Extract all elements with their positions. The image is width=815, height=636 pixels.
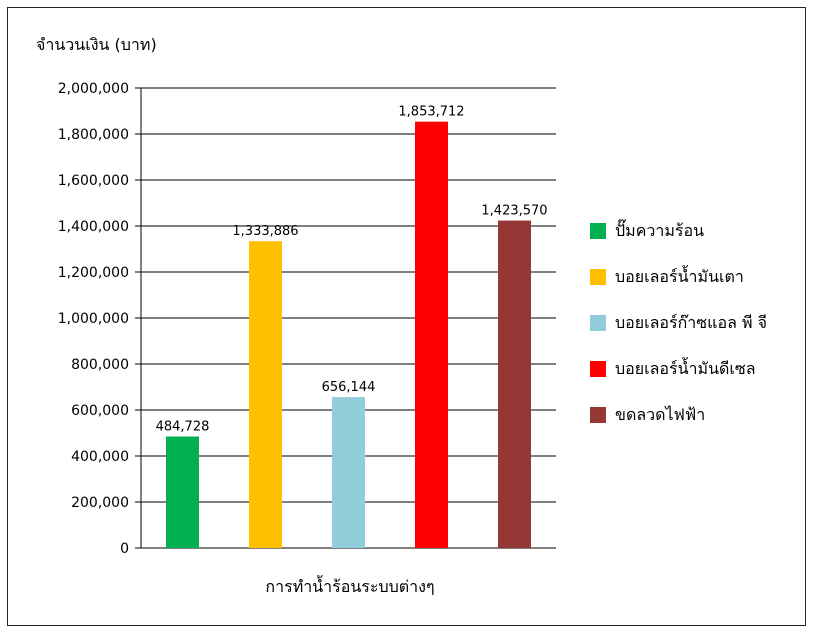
legend-item: บอยเลอร์น้ำมันดีเซล xyxy=(590,346,767,392)
y-tick-label: 0 xyxy=(120,541,129,557)
value-labels: 484,728 1,333,886 656,144 1,853,712 1,423,57… xyxy=(156,105,548,435)
data-label: 1,423,570 xyxy=(481,204,547,219)
bar xyxy=(249,241,282,548)
y-tick-label: 600,000 xyxy=(71,403,129,419)
data-label: 656,144 xyxy=(322,380,376,395)
y-tick-label: 1,800,000 xyxy=(58,127,129,143)
bar xyxy=(166,436,199,548)
y-tick-label: 2,000,000 xyxy=(58,81,129,97)
legend-label: ปั๊มความร้อน xyxy=(615,220,705,240)
legend-swatch xyxy=(590,223,606,239)
chart-frame xyxy=(7,7,806,626)
legend-item: ปั๊มความร้อน xyxy=(590,208,767,254)
bar xyxy=(498,220,531,548)
legend-label: บอยเลอร์น้ำมันดีเซล xyxy=(615,358,756,378)
y-tick-label: 800,000 xyxy=(71,357,129,373)
bars xyxy=(166,121,531,548)
y-tick-label: 200,000 xyxy=(71,495,129,511)
y-tick-label: 1,400,000 xyxy=(58,219,129,235)
y-tick-label: 1,000,000 xyxy=(58,311,129,327)
legend-item: บอยเลอร์ก๊าซแอล พี จี xyxy=(590,300,767,346)
y-tick-labels: 0 200,000 400,000 600,000 800,000 1,000,000 1,… xyxy=(58,81,129,557)
legend-swatch xyxy=(590,315,606,331)
y-axis-title: จำนวนเงิน (บาท) xyxy=(36,35,157,54)
legend-label: บอยเลอร์น้ำมันเตา xyxy=(615,266,744,286)
legend-swatch xyxy=(590,361,606,377)
y-tick-label: 1,200,000 xyxy=(58,265,129,281)
gridlines xyxy=(135,87,556,549)
legend-swatch xyxy=(590,407,606,423)
legend-label: ขดลวดไฟฟ้า xyxy=(615,404,706,424)
data-label: 1,853,712 xyxy=(398,105,464,120)
bar xyxy=(415,121,448,548)
y-tick-label: 1,600,000 xyxy=(58,173,129,189)
y-tick-label: 400,000 xyxy=(71,449,129,465)
legend-label: บอยเลอร์ก๊าซแอล พี จี xyxy=(615,312,767,332)
legend-swatch xyxy=(590,269,606,285)
legend-item: ขดลวดไฟฟ้า xyxy=(590,392,767,438)
data-label: 484,728 xyxy=(156,420,210,435)
legend: ปั๊มความร้อนบอยเลอร์น้ำมันเตาบอยเลอร์ก๊า… xyxy=(590,208,767,438)
legend-item: บอยเลอร์น้ำมันเตา xyxy=(590,254,767,300)
data-label: 1,333,886 xyxy=(232,224,298,239)
bar xyxy=(332,397,365,548)
x-axis-title: การทำน้ำร้อนระบบต่างๆ xyxy=(265,577,435,596)
